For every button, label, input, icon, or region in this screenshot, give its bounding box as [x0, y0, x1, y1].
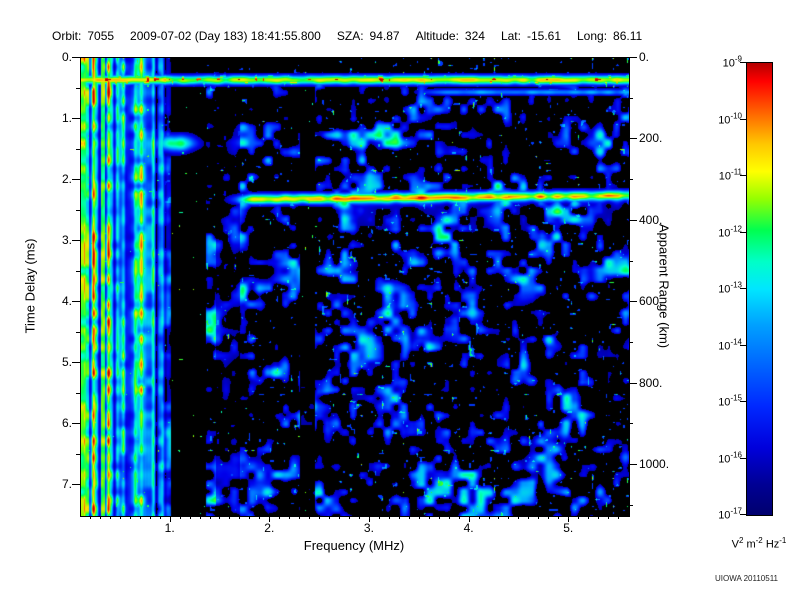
y-tick-label: 7.	[61, 477, 72, 492]
plot-area	[80, 57, 630, 517]
x-tick-label: 3.	[363, 521, 374, 535]
y-tick-label: 2.	[61, 172, 72, 187]
colorbar-tick-label: 10-16	[718, 450, 742, 465]
x-tick-label: 2.	[264, 521, 275, 535]
y-tick	[72, 118, 80, 120]
sza-label: SZA:	[336, 29, 364, 43]
range-tick	[629, 301, 637, 303]
colorbar-tick-label: 10-9	[722, 54, 742, 70]
altitude-value: 324	[464, 29, 485, 43]
long-value: 86.11	[613, 29, 643, 43]
y-tick	[72, 423, 80, 425]
y-tick	[72, 484, 80, 486]
colorbar-tick-label: 10-15	[718, 393, 742, 409]
range-tick-label: 200.	[639, 131, 663, 146]
colorbar-units: V2 m-2 Hz-1	[731, 536, 787, 551]
y-tick	[72, 57, 80, 58]
y-tick	[72, 362, 80, 364]
lat-label: Lat:	[500, 29, 521, 43]
colorbar-tick-label: 10-10	[718, 111, 742, 126]
y-axis-title: Time Delay (ms)	[22, 238, 38, 334]
altitude-label: Altitude:	[415, 29, 459, 43]
colorbar-tick-label: 10-17	[718, 506, 742, 522]
datetime-value: 2009-07-02 (Day 183) 18:41:55.800	[130, 29, 321, 43]
y-tick-label: 3.	[61, 233, 72, 248]
range-tick-label: 1000.	[639, 457, 670, 472]
y-tick-label: 4.	[61, 294, 72, 309]
colorbar-tick-label: 10-12	[718, 224, 742, 239]
sza-value: 94.87	[369, 29, 400, 43]
x-tick-label: 4.	[463, 521, 474, 535]
orbit-label: Orbit:	[52, 29, 82, 43]
range-tick	[629, 464, 637, 466]
y-tick-label: 5.	[61, 355, 72, 370]
x-tick-label: 1.	[164, 521, 175, 535]
y-tick	[72, 240, 80, 242]
header: Orbit: 7055 2009-07-02 (Day 183) 18:41:5…	[52, 29, 782, 43]
y-tick	[72, 301, 80, 303]
range-tick	[629, 382, 637, 384]
header-field-sza: SZA: 94.87	[337, 29, 400, 43]
range-tick-label: 0.	[639, 50, 650, 64]
y-tick-label: 1.	[61, 111, 72, 126]
header-field-altitude: Altitude: 324	[416, 29, 485, 43]
header-field-long: Long: 86.11	[577, 29, 642, 43]
spectrogram-canvas	[81, 58, 629, 516]
x-axis-title: Frequency (MHz)	[303, 538, 405, 553]
header-field-datetime: 2009-07-02 (Day 183) 18:41:55.800	[130, 29, 321, 43]
orbit-value: 7055	[87, 29, 115, 43]
range-tick	[629, 138, 637, 140]
range-tick	[629, 57, 637, 58]
colorbar-tick-label: 10-14	[718, 337, 742, 352]
header-field-orbit: Orbit: 7055	[52, 29, 114, 43]
range-tick	[629, 219, 637, 221]
y-tick-label: 0.	[61, 50, 72, 64]
watermark: UIOWA 20110511	[715, 574, 778, 583]
x-tick-label: 5.	[563, 521, 574, 535]
y-tick-label: 6.	[61, 416, 72, 431]
colorbar-gradient	[746, 62, 773, 516]
lat-value: -15.61	[526, 29, 561, 43]
header-field-lat: Lat: -15.61	[501, 29, 561, 43]
long-label: Long:	[577, 29, 608, 43]
right-axis-title: Apparent Range (km)	[656, 223, 672, 349]
range-tick-label: 800.	[639, 375, 663, 390]
y-tick	[72, 179, 80, 181]
colorbar-tick-label: 10-11	[718, 167, 742, 183]
colorbar-tick-label: 10-13	[718, 280, 742, 296]
